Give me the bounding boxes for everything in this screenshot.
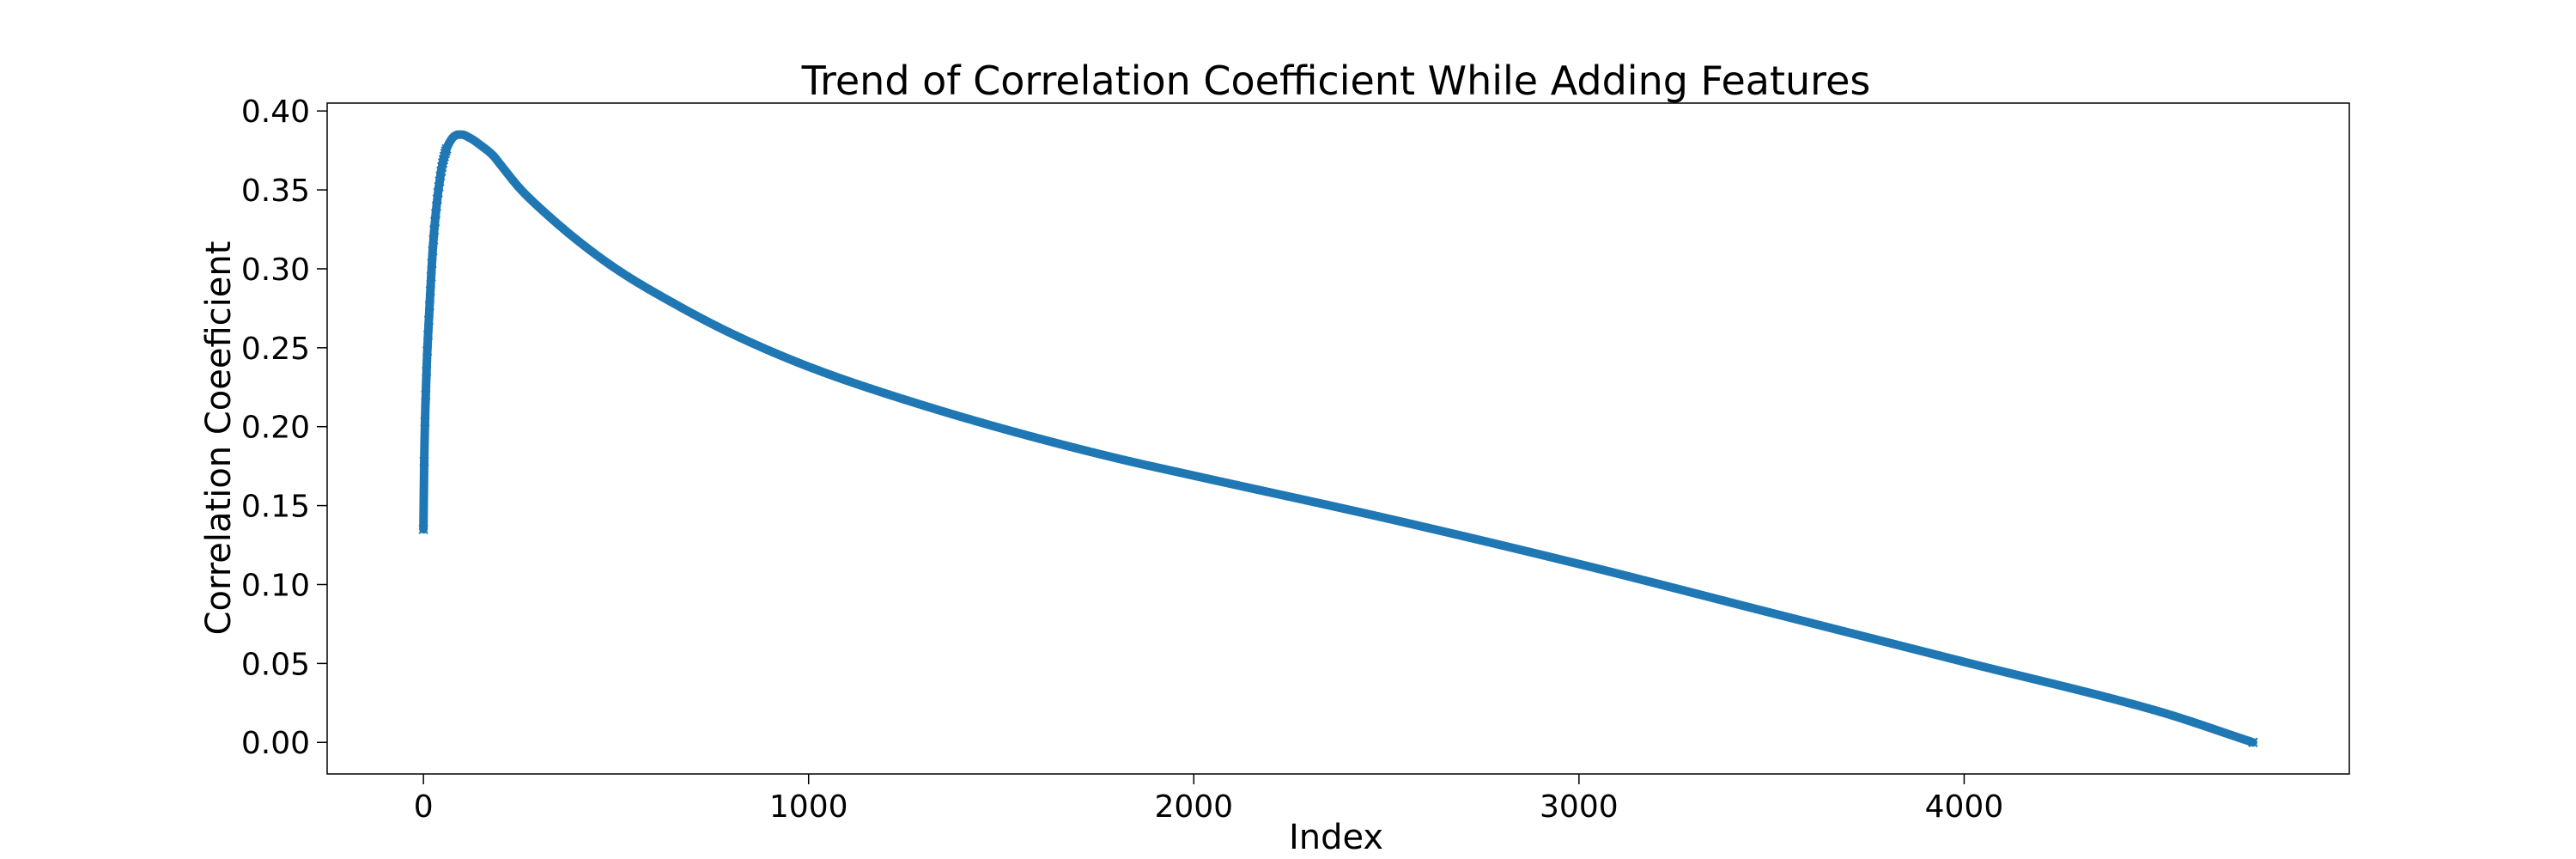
series-line — [422, 149, 447, 530]
plot-area — [326, 102, 2350, 775]
x-axis: 0 1000 2000 3000 4000 — [414, 774, 2004, 825]
y-tick-label: 0.40 — [241, 94, 310, 130]
series-markers — [418, 143, 2258, 747]
data-point-marker — [428, 235, 439, 245]
x-tick-label: 2000 — [1154, 789, 1233, 825]
y-axis-label: Correlation Coeeficient — [199, 241, 239, 636]
data-point-marker — [439, 151, 450, 161]
data-point-marker — [421, 390, 431, 400]
x-tick-label: 1000 — [769, 789, 848, 825]
data-point-marker — [429, 216, 440, 227]
data-point-marker — [438, 155, 449, 165]
x-axis-label: Index — [1289, 818, 1383, 857]
y-tick-label: 0.35 — [241, 174, 310, 209]
y-tick-label: 0.20 — [241, 411, 310, 446]
series-line-thick — [419, 130, 2257, 747]
data-point-marker — [419, 456, 429, 466]
data-point-marker — [422, 366, 432, 377]
data-point-marker — [441, 143, 452, 154]
y-axis: 0.00 0.05 0.10 0.15 0.20 0.25 0.30 0.35 0.40 — [241, 94, 327, 761]
data-point-marker — [440, 146, 451, 156]
y-tick-label: 0.10 — [241, 568, 310, 603]
y-tick-label: 0.00 — [241, 726, 310, 761]
data-point-marker — [426, 271, 436, 282]
y-tick-label: 0.25 — [241, 332, 310, 367]
data-point-marker — [2248, 737, 2258, 747]
chart-title: Trend of Correlation Coefficient While A… — [801, 58, 1871, 104]
x-tick-label: 3000 — [1540, 789, 1619, 825]
data-point-marker — [428, 225, 440, 235]
data-point-marker — [425, 285, 435, 296]
data-point-marker — [420, 417, 430, 427]
data-point-marker — [423, 315, 434, 326]
series-layer — [418, 130, 2258, 747]
data-point-marker — [418, 524, 428, 534]
data-point-marker — [422, 345, 433, 356]
data-point-marker — [424, 301, 435, 311]
x-tick-label: 0 — [414, 789, 434, 825]
y-tick-label: 0.30 — [241, 253, 310, 288]
y-tick-label: 0.05 — [241, 647, 310, 682]
y-tick-label: 0.15 — [241, 490, 310, 525]
data-point-marker — [427, 258, 437, 269]
data-point-marker — [428, 246, 438, 256]
data-point-marker — [422, 330, 434, 340]
x-tick-label: 4000 — [1925, 789, 2004, 825]
